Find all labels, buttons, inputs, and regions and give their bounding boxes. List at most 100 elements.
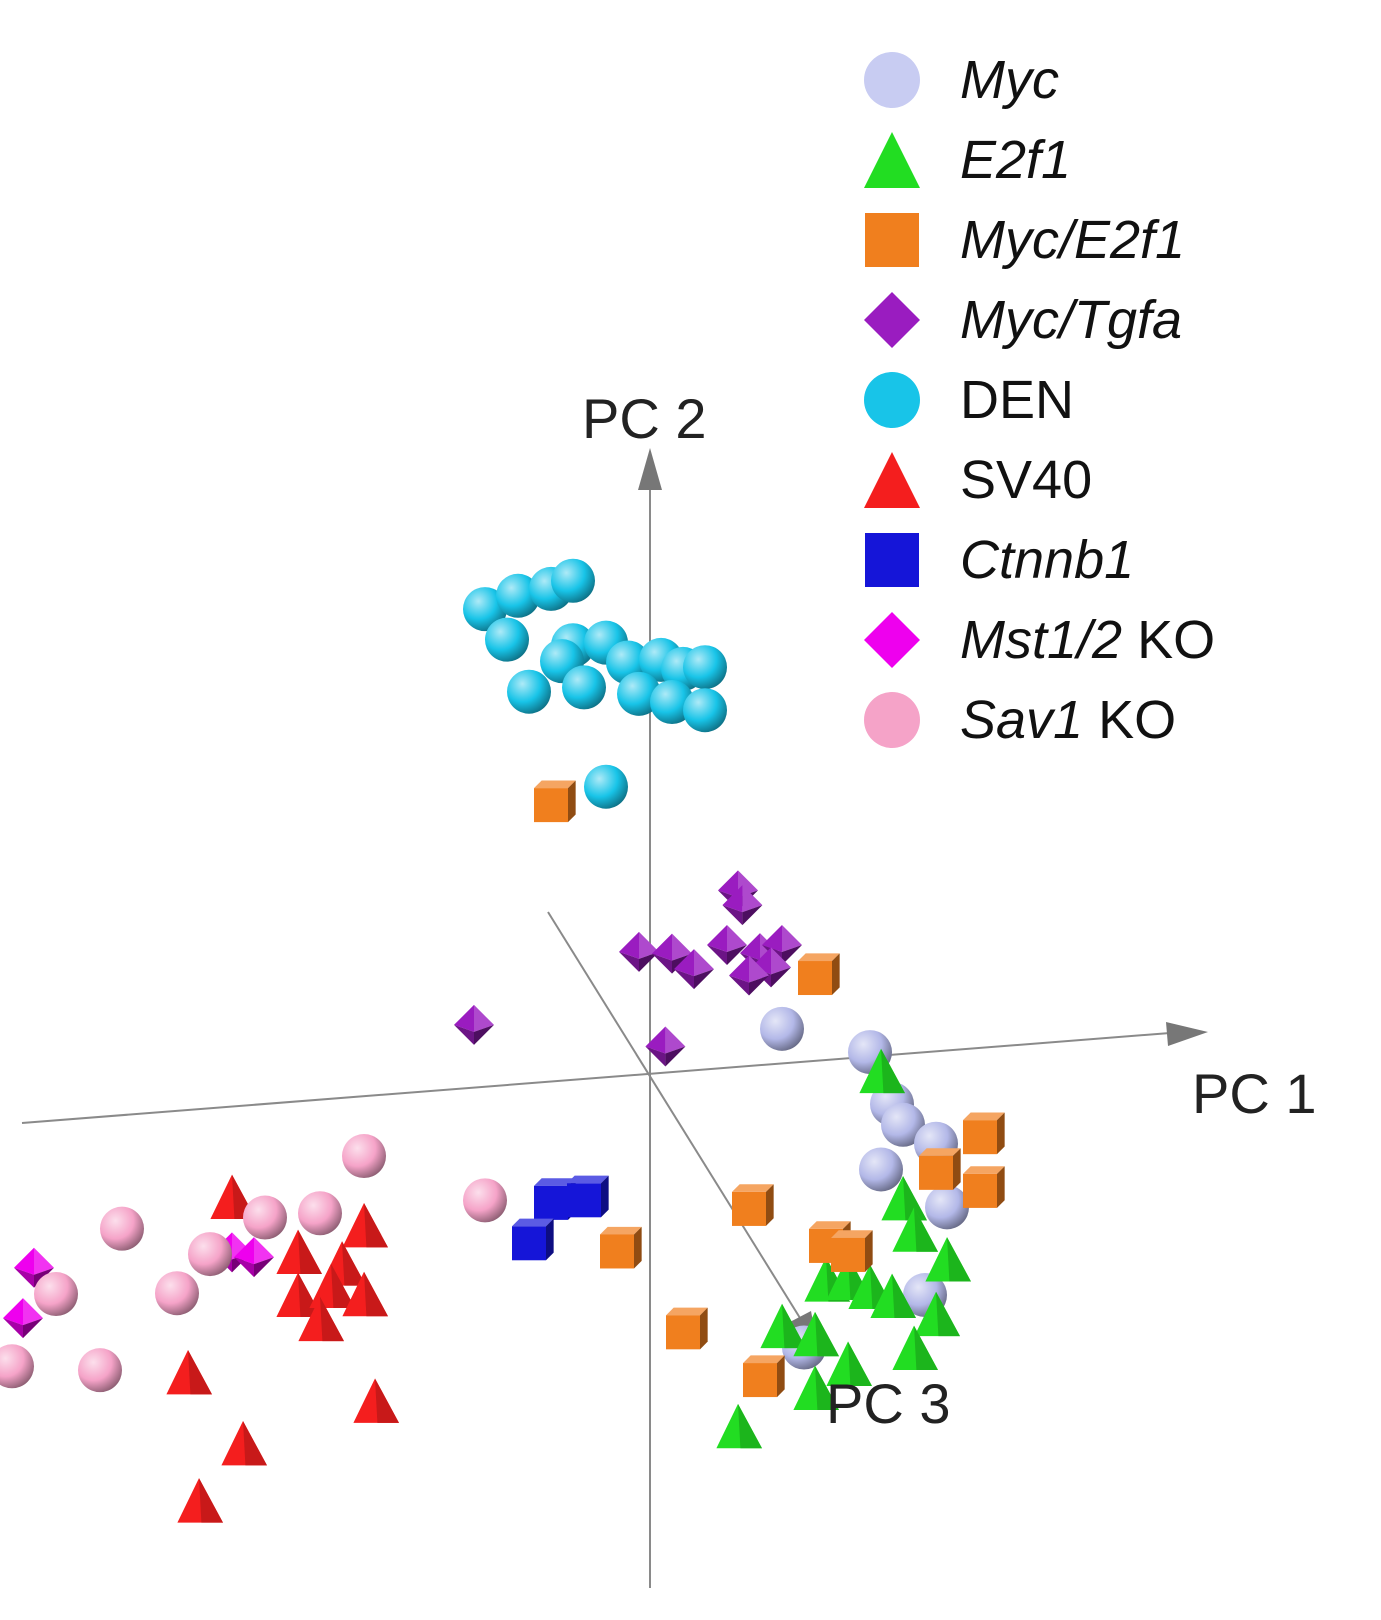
point-mst1-2-ko-1 (3, 1298, 43, 1339)
legend-label-ctnnb1: Ctnnb1 (960, 530, 1135, 590)
legend-item-mst1-2-ko: Mst1/2 KO (860, 600, 1360, 680)
point-myc-3 (881, 1102, 925, 1147)
point-sv40-6 (342, 1271, 388, 1317)
point-e2f1-11 (892, 1325, 938, 1371)
legend-label-sv40: SV40 (960, 450, 1093, 510)
point-ctnnb1-2 (512, 1218, 554, 1261)
point-den-0 (463, 587, 507, 632)
legend-swatch-den (864, 372, 920, 428)
point-myc-6 (925, 1185, 969, 1230)
point-sv40-11 (177, 1478, 223, 1523)
point-sav1-ko-8 (0, 1344, 34, 1389)
point-myc-e2f1-1 (798, 953, 840, 996)
point-sav1-ko-0 (342, 1134, 386, 1179)
point-myc-tgfa-11 (645, 1026, 686, 1067)
pc2-axis-label: PC 2 (582, 387, 707, 450)
pc1-axis-arrowhead (1166, 1022, 1208, 1046)
point-sav1-ko-7 (155, 1271, 199, 1316)
legend-swatch-ctnnb1 (865, 533, 919, 587)
legend-swatch-sv40 (864, 452, 920, 508)
point-sv40-1 (342, 1203, 388, 1248)
legend-swatch-myc-e2f1 (865, 213, 919, 267)
point-ctnnb1-1 (567, 1175, 609, 1218)
legend-item-sv40: SV40 (860, 440, 1360, 520)
point-den-4 (485, 617, 529, 662)
point-sav1-ko-6 (34, 1272, 78, 1317)
legend-label-e2f1: E2f1 (960, 130, 1072, 190)
point-sav1-ko-1 (100, 1206, 144, 1251)
point-sv40-8 (166, 1350, 212, 1395)
point-den-15 (650, 680, 694, 725)
legend: Myc E2f1 Myc/E2f1 Myc/Tgfa DEN SV40 Ctnn… (860, 40, 1360, 760)
legend-item-ctnnb1: Ctnnb1 (860, 520, 1360, 600)
point-sv40-2 (276, 1229, 322, 1275)
legend-label-mst1-2-ko: Mst1/2 KO (960, 610, 1216, 670)
point-e2f1-7 (870, 1273, 916, 1319)
legend-item-myc-tgfa: Myc/Tgfa (860, 280, 1360, 360)
point-den-12 (507, 669, 551, 714)
point-myc-e2f1-10 (743, 1355, 785, 1398)
legend-label-myc: Myc (960, 50, 1059, 110)
point-e2f1-14 (716, 1403, 762, 1449)
legend-item-myc: Myc (860, 40, 1360, 120)
legend-label-myc-tgfa: Myc/Tgfa (960, 290, 1183, 350)
point-e2f1-1 (881, 1176, 927, 1221)
legend-swatch-e2f1 (864, 132, 920, 188)
pc3-axis-label: PC 3 (826, 1372, 951, 1435)
point-den-17 (584, 764, 628, 809)
point-sv40-7 (298, 1296, 344, 1342)
point-e2f1-12 (826, 1341, 872, 1386)
point-e2f1-13 (793, 1365, 839, 1411)
legend-swatch-myc (864, 52, 920, 108)
legend-item-myc-e2f1: Myc/E2f1 (860, 200, 1360, 280)
point-den-3 (551, 558, 595, 603)
legend-swatch-sav1-ko (864, 692, 920, 748)
point-sv40-10 (221, 1420, 267, 1466)
point-myc-e2f1-5 (732, 1184, 774, 1226)
point-ctnnb1-0 (534, 1178, 576, 1220)
point-den-14 (617, 671, 661, 716)
pc1-axis-line (21, 1032, 1171, 1124)
point-myc-5 (859, 1147, 903, 1192)
point-e2f1-0 (859, 1048, 905, 1094)
pc3-axis-line (547, 911, 801, 1319)
point-sav1-ko-5 (188, 1232, 232, 1277)
point-myc-e2f1-2 (963, 1112, 1005, 1155)
point-myc-tgfa-4 (707, 924, 747, 965)
point-sav1-ko-9 (78, 1348, 122, 1393)
point-den-13 (562, 665, 606, 710)
point-e2f1-8 (760, 1303, 806, 1349)
point-sav1-ko-4 (463, 1178, 507, 1223)
legend-label-den: DEN (960, 370, 1075, 430)
point-myc-tgfa-2 (619, 931, 659, 972)
point-myc-e2f1-9 (666, 1307, 708, 1350)
point-myc-e2f1-3 (919, 1148, 961, 1190)
point-myc-e2f1-0 (534, 780, 576, 823)
point-e2f1-3 (925, 1237, 971, 1282)
point-den-16 (683, 688, 727, 733)
point-myc-tgfa-1 (722, 885, 763, 926)
point-den-11 (683, 645, 727, 690)
pc2-axis-arrowhead (638, 448, 662, 490)
point-sav1-ko-2 (243, 1195, 287, 1240)
point-myc-e2f1-4 (963, 1166, 1005, 1208)
point-myc-tgfa-7 (674, 949, 714, 990)
point-mst1-2-ko-3 (234, 1237, 274, 1278)
point-myc-tgfa-10 (454, 1004, 494, 1045)
legend-swatch-mst1-2-ko (864, 612, 920, 668)
pc1-axis-label: PC 1 (1192, 1062, 1317, 1125)
point-sv40-9 (353, 1378, 399, 1423)
legend-swatch-myc-tgfa (864, 292, 920, 348)
legend-item-e2f1: E2f1 (860, 120, 1360, 200)
legend-item-sav1-ko: Sav1 KO (860, 680, 1360, 760)
point-sav1-ko-3 (298, 1191, 342, 1236)
data-points (0, 558, 1005, 1523)
legend-item-den: DEN (860, 360, 1360, 440)
point-myc-e2f1-6 (600, 1226, 642, 1269)
point-sv40-5 (309, 1263, 355, 1309)
point-e2f1-10 (793, 1311, 839, 1357)
point-e2f1-2 (892, 1207, 938, 1252)
point-den-1 (496, 573, 540, 618)
point-myc-e2f1-8 (831, 1230, 873, 1272)
